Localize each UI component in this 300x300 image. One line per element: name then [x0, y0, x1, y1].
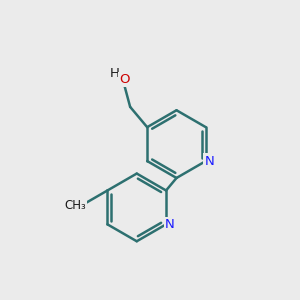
Text: O: O [119, 73, 130, 86]
Text: CH₃: CH₃ [64, 199, 86, 212]
Text: H: H [110, 67, 119, 80]
Text: N: N [165, 218, 175, 231]
Text: N: N [205, 154, 214, 167]
